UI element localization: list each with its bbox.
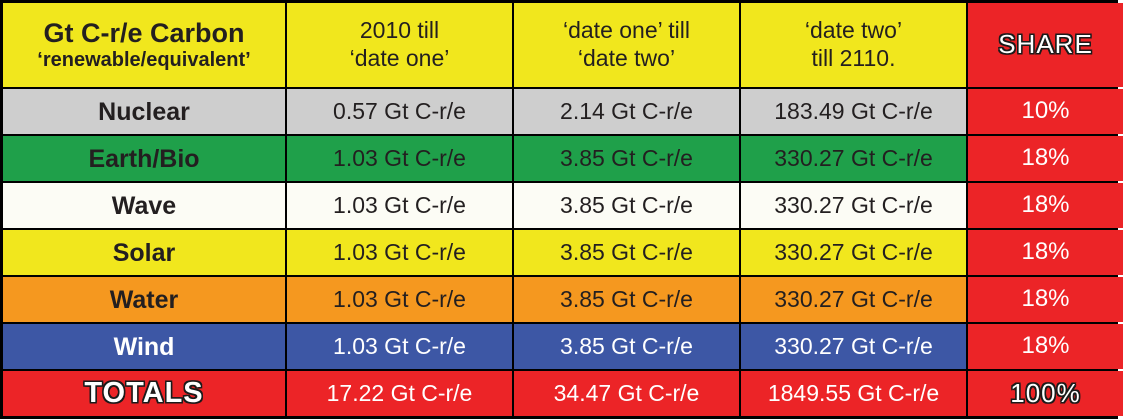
header-row: Gt C-r/e Carbon ‘renewable/equivalent’ 2… (3, 3, 1123, 87)
header-cell-period-3: ‘date two’ till 2110. (741, 3, 966, 87)
share-cell: 18% (968, 277, 1123, 322)
row-label: Solar (3, 230, 285, 275)
value-cell: 1.03 Gt C-r/e (287, 136, 512, 181)
value-cell: 2.14 Gt C-r/e (514, 89, 739, 134)
value-cell: 1.03 Gt C-r/e (287, 324, 512, 369)
value-cell: 0.57 Gt C-r/e (287, 89, 512, 134)
table-row-wave: Wave 1.03 Gt C-r/e 3.85 Gt C-r/e 330.27 … (3, 183, 1123, 228)
header-cell-title: Gt C-r/e Carbon ‘renewable/equivalent’ (3, 3, 285, 87)
share-cell: 18% (968, 136, 1123, 181)
header-cell-share: SHARE (968, 3, 1123, 87)
row-label: Nuclear (3, 89, 285, 134)
row-label: Wave (3, 183, 285, 228)
value-cell: 3.85 Gt C-r/e (514, 277, 739, 322)
header-period-1-line-2: ‘date one’ (349, 45, 450, 71)
table-row-totals: TOTALS 17.22 Gt C-r/e 34.47 Gt C-r/e 184… (3, 371, 1123, 416)
header-period-2-line-2: ‘date two’ (577, 45, 676, 71)
row-label: Wind (3, 324, 285, 369)
totals-value-cell: 17.22 Gt C-r/e (287, 371, 512, 416)
value-cell: 183.49 Gt C-r/e (741, 89, 966, 134)
row-label: Earth/Bio (3, 136, 285, 181)
totals-value-cell: 34.47 Gt C-r/e (514, 371, 739, 416)
value-cell: 3.85 Gt C-r/e (514, 183, 739, 228)
value-cell: 1.03 Gt C-r/e (287, 277, 512, 322)
header-cell-period-2: ‘date one’ till ‘date two’ (514, 3, 739, 87)
table-row-nuclear: Nuclear 0.57 Gt C-r/e 2.14 Gt C-r/e 183.… (3, 89, 1123, 134)
totals-value-cell: 1849.55 Gt C-r/e (741, 371, 966, 416)
header-period-3-line-1: ‘date two’ (804, 17, 903, 44)
share-cell: 10% (968, 89, 1123, 134)
totals-label: TOTALS (3, 371, 285, 416)
value-cell: 3.85 Gt C-r/e (514, 230, 739, 275)
value-cell: 1.03 Gt C-r/e (287, 183, 512, 228)
share-cell: 18% (968, 324, 1123, 369)
table-row-wind: Wind 1.03 Gt C-r/e 3.85 Gt C-r/e 330.27 … (3, 324, 1123, 369)
table-row-water: Water 1.03 Gt C-r/e 3.85 Gt C-r/e 330.27… (3, 277, 1123, 322)
share-cell: 18% (968, 183, 1123, 228)
table-title: Gt C-r/e Carbon (43, 17, 245, 48)
totals-share-cell: 100% (968, 371, 1123, 416)
table-subtitle: ‘renewable/equivalent’ (37, 49, 251, 72)
row-label: Water (3, 277, 285, 322)
value-cell: 3.85 Gt C-r/e (514, 136, 739, 181)
share-cell: 18% (968, 230, 1123, 275)
table-row-earth-bio: Earth/Bio 1.03 Gt C-r/e 3.85 Gt C-r/e 33… (3, 136, 1123, 181)
value-cell: 330.27 Gt C-r/e (741, 136, 966, 181)
header-period-3-line-2: till 2110. (811, 45, 896, 71)
value-cell: 330.27 Gt C-r/e (741, 277, 966, 322)
header-cell-period-1: 2010 till ‘date one’ (287, 3, 512, 87)
value-cell: 330.27 Gt C-r/e (741, 324, 966, 369)
value-cell: 330.27 Gt C-r/e (741, 230, 966, 275)
value-cell: 330.27 Gt C-r/e (741, 183, 966, 228)
value-cell: 3.85 Gt C-r/e (514, 324, 739, 369)
table-row-solar: Solar 1.03 Gt C-r/e 3.85 Gt C-r/e 330.27… (3, 230, 1123, 275)
header-period-2-line-1: ‘date one’ till (562, 17, 690, 44)
header-period-1-line-1: 2010 till (359, 17, 440, 44)
value-cell: 1.03 Gt C-r/e (287, 230, 512, 275)
